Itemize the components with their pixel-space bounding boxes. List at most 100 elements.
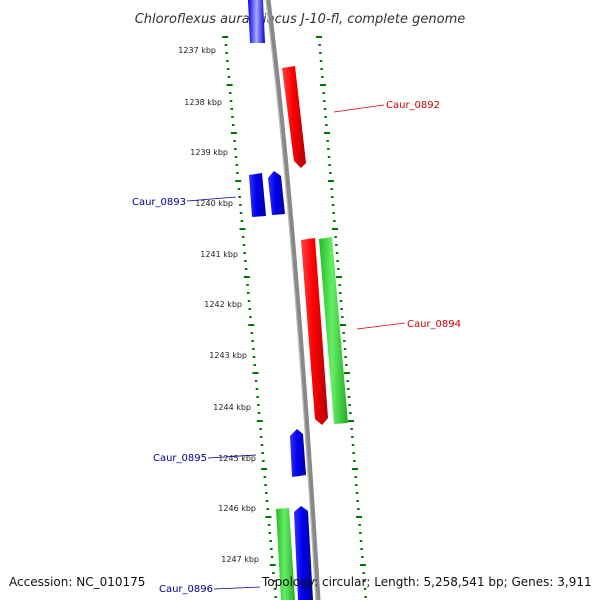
left-track-tick xyxy=(226,60,229,62)
left-track-tick xyxy=(252,372,259,374)
right-track-tick xyxy=(356,516,362,518)
axis-tick-label: 1240 kbp xyxy=(195,199,233,208)
right-track-tick xyxy=(320,84,326,86)
gene-arrow-top-partial[interactable] xyxy=(248,0,265,43)
left-track-tick xyxy=(269,564,276,566)
right-track-tick xyxy=(327,148,330,150)
right-track-tick xyxy=(324,116,327,118)
left-track-tick xyxy=(230,132,237,134)
gene-label-caur-0892[interactable]: Caur_0892 xyxy=(386,100,440,111)
axis-tick-label: 1237 kbp xyxy=(178,46,216,55)
axis-tick-label: 1239 kbp xyxy=(190,148,228,157)
leader-line-caur-0895 xyxy=(207,454,257,459)
right-track-tick xyxy=(361,556,364,558)
right-track-tick xyxy=(355,492,359,494)
gene-features xyxy=(248,0,348,600)
left-track-tick xyxy=(267,524,271,526)
right-track-tick xyxy=(329,172,332,174)
right-track-tick xyxy=(356,500,359,502)
right-track-tick xyxy=(328,164,331,166)
right-track-tick xyxy=(342,332,345,334)
right-track-tick xyxy=(319,60,323,62)
left-track-tick xyxy=(262,460,265,462)
left-track-tick xyxy=(259,428,262,430)
left-track-tick xyxy=(260,436,263,438)
gene-label-caur-0894[interactable]: Caur_0894 xyxy=(407,319,461,330)
left-track-tick xyxy=(250,332,254,334)
left-track-tick xyxy=(270,548,273,550)
left-track-tick xyxy=(266,508,269,510)
left-track-tick xyxy=(272,580,276,582)
gene-labels: Caur_0892 Caur_0893 Caur_0894 Caur_0895 … xyxy=(132,100,461,595)
axis-tick-label: 1241 kbp xyxy=(200,250,238,259)
right-track-tick xyxy=(331,196,334,198)
left-track-tick xyxy=(225,52,228,54)
right-track-tick xyxy=(338,284,341,286)
gene-arrow-caur-0895[interactable] xyxy=(290,429,306,477)
left-track-tick xyxy=(249,316,252,318)
left-track-tick xyxy=(236,172,239,174)
right-track-tick xyxy=(324,132,330,134)
left-track-tick xyxy=(248,324,255,326)
gene-arrow-caur-0893-b[interactable] xyxy=(268,171,285,215)
right-track-tick xyxy=(340,308,343,310)
axis-tick-label: 1243 kbp xyxy=(209,351,247,360)
left-track-tick xyxy=(247,292,250,294)
left-dotted-track xyxy=(222,36,277,598)
right-track-tick xyxy=(346,380,349,382)
left-track-tick xyxy=(263,476,267,478)
left-track-tick xyxy=(274,596,277,598)
label-leader-lines xyxy=(186,104,406,590)
right-track-tick xyxy=(351,436,354,438)
left-track-tick xyxy=(238,196,241,198)
gene-label-caur-0896[interactable]: Caur_0896 xyxy=(159,584,213,595)
gene-arrow-caur-0894-red[interactable] xyxy=(301,238,328,425)
gene-arrow-caur-0894-green[interactable] xyxy=(319,237,348,424)
right-track-tick xyxy=(337,268,340,270)
gene-label-caur-0895[interactable]: Caur_0895 xyxy=(153,453,207,464)
left-track-tick xyxy=(269,540,272,542)
right-track-tick xyxy=(360,564,366,566)
left-track-tick xyxy=(252,356,256,358)
leader-line-caur-0892 xyxy=(333,104,385,113)
right-track-tick xyxy=(332,212,335,214)
right-track-tick xyxy=(316,36,322,38)
gene-arrow-caur-0892[interactable] xyxy=(282,66,306,168)
axis-tick-label: 1247 kbp xyxy=(221,555,259,564)
right-track-tick xyxy=(339,300,343,302)
right-track-tick xyxy=(332,228,338,230)
left-track-tick xyxy=(226,84,233,86)
gene-arrow-caur-0893-a[interactable] xyxy=(249,173,266,217)
right-track-tick xyxy=(363,580,366,582)
right-track-tick xyxy=(359,532,362,534)
left-track-tick xyxy=(248,308,251,310)
left-track-tick xyxy=(235,180,242,182)
left-track-tick xyxy=(222,36,229,38)
left-track-tick xyxy=(229,92,232,94)
right-track-tick xyxy=(344,372,350,374)
right-track-tick xyxy=(339,292,342,294)
left-track-tick xyxy=(237,188,241,190)
right-track-tick xyxy=(327,156,331,158)
right-track-tick xyxy=(364,596,367,598)
right-track-tick xyxy=(362,572,365,574)
left-track-tick xyxy=(254,380,258,382)
left-track-tick xyxy=(261,468,268,470)
axis-tick-labels: 1237 kbp 1238 kbp 1239 kbp 1240 kbp 1241… xyxy=(178,46,259,564)
axis-tick-label: 1238 kbp xyxy=(184,98,222,107)
left-track-tick xyxy=(235,164,238,166)
gene-arrow-caur-0896-blue[interactable] xyxy=(294,506,313,600)
right-track-tick xyxy=(344,356,347,358)
axis-tick-label: 1242 kbp xyxy=(204,300,242,309)
axis-tick-label: 1246 kbp xyxy=(218,504,256,513)
gene-arrow-caur-0896-green[interactable] xyxy=(276,508,295,600)
left-track-tick xyxy=(255,388,259,390)
left-track-tick xyxy=(256,396,259,398)
right-track-tick xyxy=(318,44,321,46)
left-track-tick xyxy=(229,100,233,102)
gene-label-caur-0893[interactable]: Caur_0893 xyxy=(132,197,186,208)
leader-line-caur-0894 xyxy=(356,322,406,330)
leader-line-caur-0896 xyxy=(213,586,261,590)
right-track-tick xyxy=(335,252,339,254)
